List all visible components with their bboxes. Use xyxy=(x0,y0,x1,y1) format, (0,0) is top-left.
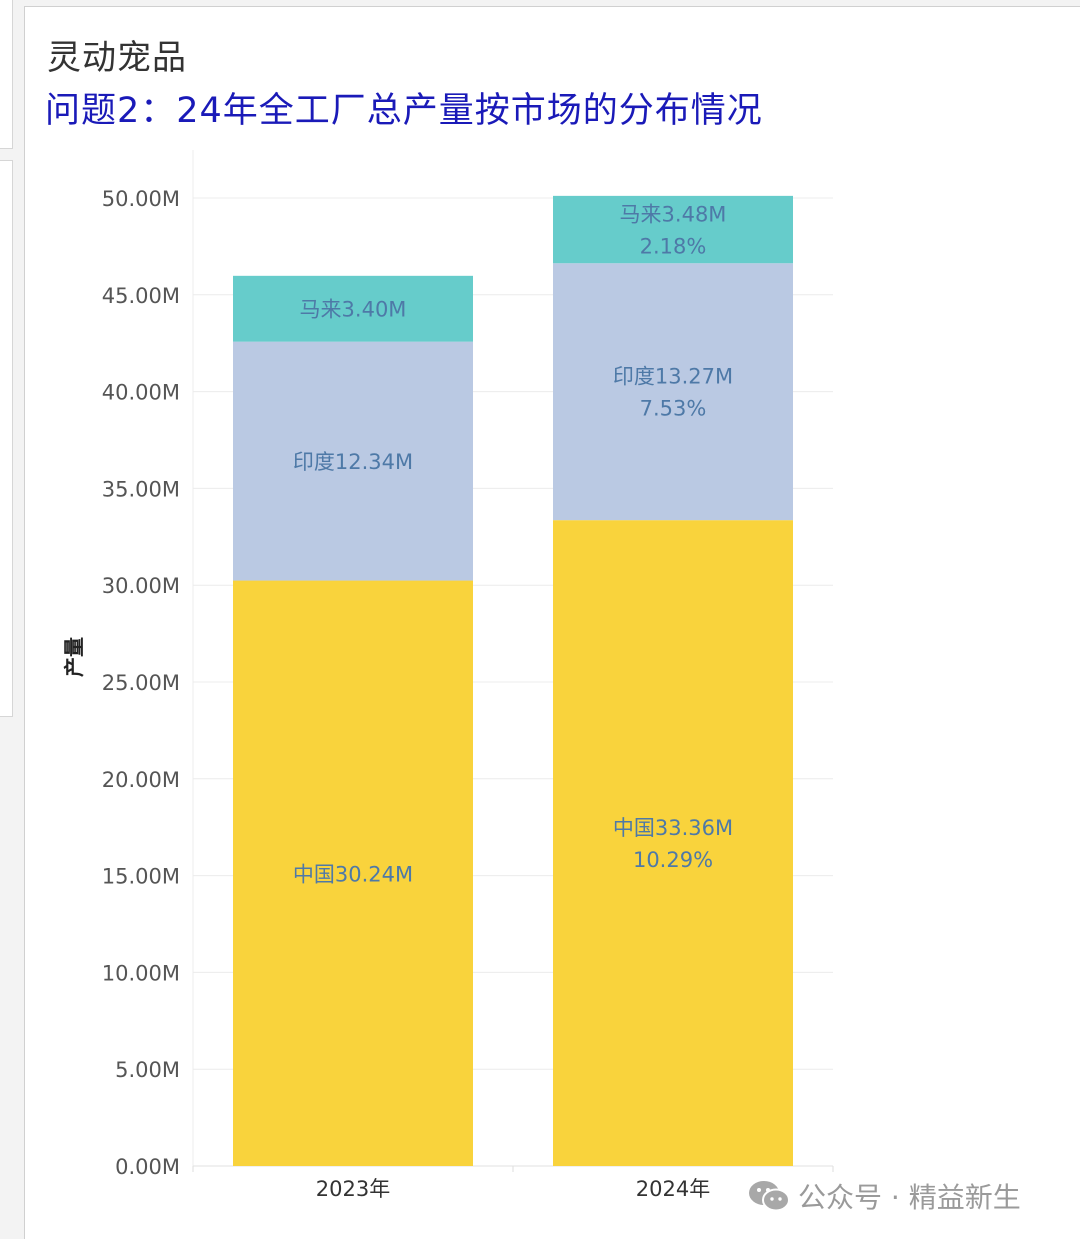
bar-segment-malaysia xyxy=(553,195,793,264)
watermark: 公众号 · 精益新生 xyxy=(748,1176,1021,1216)
bar-data-label: 10.29% xyxy=(633,848,713,872)
y-tick-label: 25.00M xyxy=(102,671,180,695)
y-tick-label: 20.00M xyxy=(102,768,180,792)
y-tick-label: 10.00M xyxy=(102,961,180,985)
chart-panel xyxy=(24,6,1080,1239)
left-pane-edge xyxy=(0,0,13,149)
chart-title: 问题2：24年全工厂总产量按市场的分布情况 xyxy=(45,91,763,131)
bar-segment-india xyxy=(553,263,793,521)
bar-data-label: 马来3.40M xyxy=(300,298,407,322)
bar-data-label: 7.53% xyxy=(640,397,707,421)
bar-data-label: 马来3.48M xyxy=(620,203,727,227)
bar-data-label: 中国33.36M xyxy=(613,816,733,840)
app-title: 灵动宠品 xyxy=(47,38,187,78)
y-tick-label: 15.00M xyxy=(102,865,180,889)
y-tick-label: 35.00M xyxy=(102,477,180,501)
watermark-text: 公众号 · 精益新生 xyxy=(798,1181,1021,1214)
y-axis-label: 产量 xyxy=(62,637,86,677)
bar-segment-india xyxy=(233,341,473,581)
bar-segment-china xyxy=(233,580,473,1166)
x-tick-label: 2023年 xyxy=(316,1177,390,1201)
bar-data-label: 印度12.34M xyxy=(293,450,413,474)
y-tick-label: 30.00M xyxy=(102,574,180,598)
bar-segment-malaysia xyxy=(233,275,473,342)
y-tick-label: 45.00M xyxy=(102,284,180,308)
bar-data-label: 中国30.24M xyxy=(293,862,413,886)
y-tick-label: 40.00M xyxy=(102,381,180,405)
left-pane-edge xyxy=(0,160,13,717)
x-tick-label: 2024年 xyxy=(636,1177,710,1201)
y-tick-label: 5.00M xyxy=(115,1058,180,1082)
wechat-icon xyxy=(749,1181,790,1212)
y-tick-label: 50.00M xyxy=(102,187,180,211)
bar-data-label: 印度13.27M xyxy=(613,365,733,389)
bar-segment-china xyxy=(553,520,793,1166)
y-tick-label: 0.00M xyxy=(115,1155,180,1179)
bar-data-label: 2.18% xyxy=(640,235,707,259)
